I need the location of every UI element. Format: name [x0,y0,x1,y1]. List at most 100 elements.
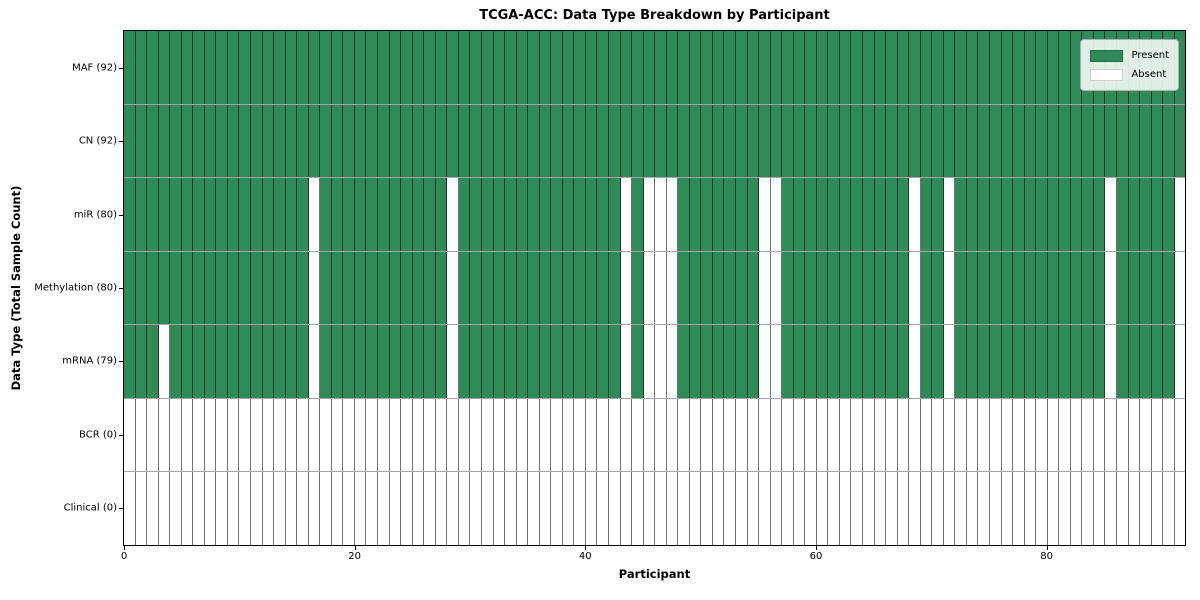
heatmap-cell [655,251,667,325]
heatmap-cell [389,178,402,251]
heatmap-cell [955,31,967,104]
heatmap-cell [551,472,563,546]
heatmap-cell [493,251,506,325]
heatmap-cell [412,472,425,546]
heatmap-cell [1036,472,1048,546]
heatmap-cell [909,251,921,325]
heatmap-cell [481,251,494,325]
heatmap-cell [424,251,436,325]
heatmap-cell [574,472,586,546]
heatmap-cell [816,31,829,104]
heatmap-cell [701,31,713,104]
heatmap-cell [135,178,148,251]
heatmap-cell [1024,104,1037,178]
x-axis-label: Participant [618,567,691,581]
heatmap-cell [343,398,355,472]
heatmap-cell [505,104,517,178]
heatmap-cell [620,472,633,546]
heatmap-cell [793,398,806,472]
heatmap-cell [1117,178,1129,251]
heatmap-cell [297,472,309,546]
heatmap-cell [389,472,402,546]
heatmap-cell [747,472,760,546]
heatmap-cell [262,398,275,472]
heatmap-cell [447,31,459,104]
heatmap-cell [204,398,217,472]
heatmap-cell [147,398,159,472]
heatmap-cell [493,31,506,104]
heatmap-cell [574,325,586,398]
heatmap-cell [759,325,771,398]
x-tick-label: 20 [348,551,362,562]
heatmap-cell [124,472,136,546]
heatmap-cell [424,31,436,104]
heatmap-cell [147,104,159,178]
heatmap-cell [262,325,275,398]
heatmap-cell [447,472,459,546]
heatmap-cell [458,31,471,104]
heatmap-cell [643,31,656,104]
heatmap-cell [354,31,367,104]
heatmap-cell [1128,104,1141,178]
heatmap-cell [181,178,194,251]
heatmap-cell [747,31,760,104]
heatmap-cell [1117,398,1129,472]
heatmap-cell [863,251,875,325]
heatmap-cell [689,178,702,251]
heatmap-cell [851,398,863,472]
heatmap-cell [863,472,875,546]
heatmap-cell [920,398,933,472]
heatmap-cell [735,104,748,178]
heatmap-cell [1013,472,1025,546]
heatmap-cell [1070,398,1083,472]
heatmap-cell [227,178,240,251]
heatmap-cell [735,472,748,546]
heatmap-cell [909,178,921,251]
x-tick-mark [585,546,587,550]
heatmap-cell [1013,251,1025,325]
heatmap-cell [608,325,621,398]
heatmap-cell [574,398,586,472]
heatmap-cell [712,472,725,546]
heatmap-cell [170,104,182,178]
x-tick-label: 0 [120,551,128,562]
heatmap-cell [897,325,910,398]
heatmap-cell [828,251,840,325]
heatmap-cell [828,398,840,472]
heatmap-cell [1093,325,1106,398]
heatmap-cell [216,251,228,325]
heatmap-cell [666,104,679,178]
heatmap-cell [227,398,240,472]
heatmap-cell [1001,104,1014,178]
heatmap-cell [805,178,817,251]
heatmap-cell [1174,398,1186,472]
heatmap-cell [308,472,321,546]
heatmap-cell [1036,398,1048,472]
heatmap-cell [401,251,413,325]
heatmap-cell [909,472,921,546]
heatmap-cell [816,178,829,251]
heatmap-cell [724,325,736,398]
heatmap-cell [770,31,783,104]
chart-title: TCGA-ACC: Data Type Breakdown by Partici… [479,8,830,23]
heatmap-cell [759,104,771,178]
heatmap-cell [447,251,459,325]
heatmap-cell [990,325,1002,398]
heatmap-cell [1082,251,1094,325]
heatmap-cell [874,325,887,398]
heatmap-cell [274,104,286,178]
heatmap-cell [216,104,228,178]
heatmap-cell [216,398,228,472]
heatmap-cell [932,104,944,178]
heatmap-cell [239,398,252,472]
heatmap-cell [932,398,944,472]
heatmap-cell [747,398,760,472]
heatmap-cell [1151,472,1164,546]
heatmap-cell [227,31,240,104]
heatmap-cell [990,398,1002,472]
heatmap-cell [747,178,760,251]
heatmap-cell [227,251,240,325]
heatmap-cell [516,398,529,472]
heatmap-cell [239,31,252,104]
heatmap-cell [851,472,863,546]
